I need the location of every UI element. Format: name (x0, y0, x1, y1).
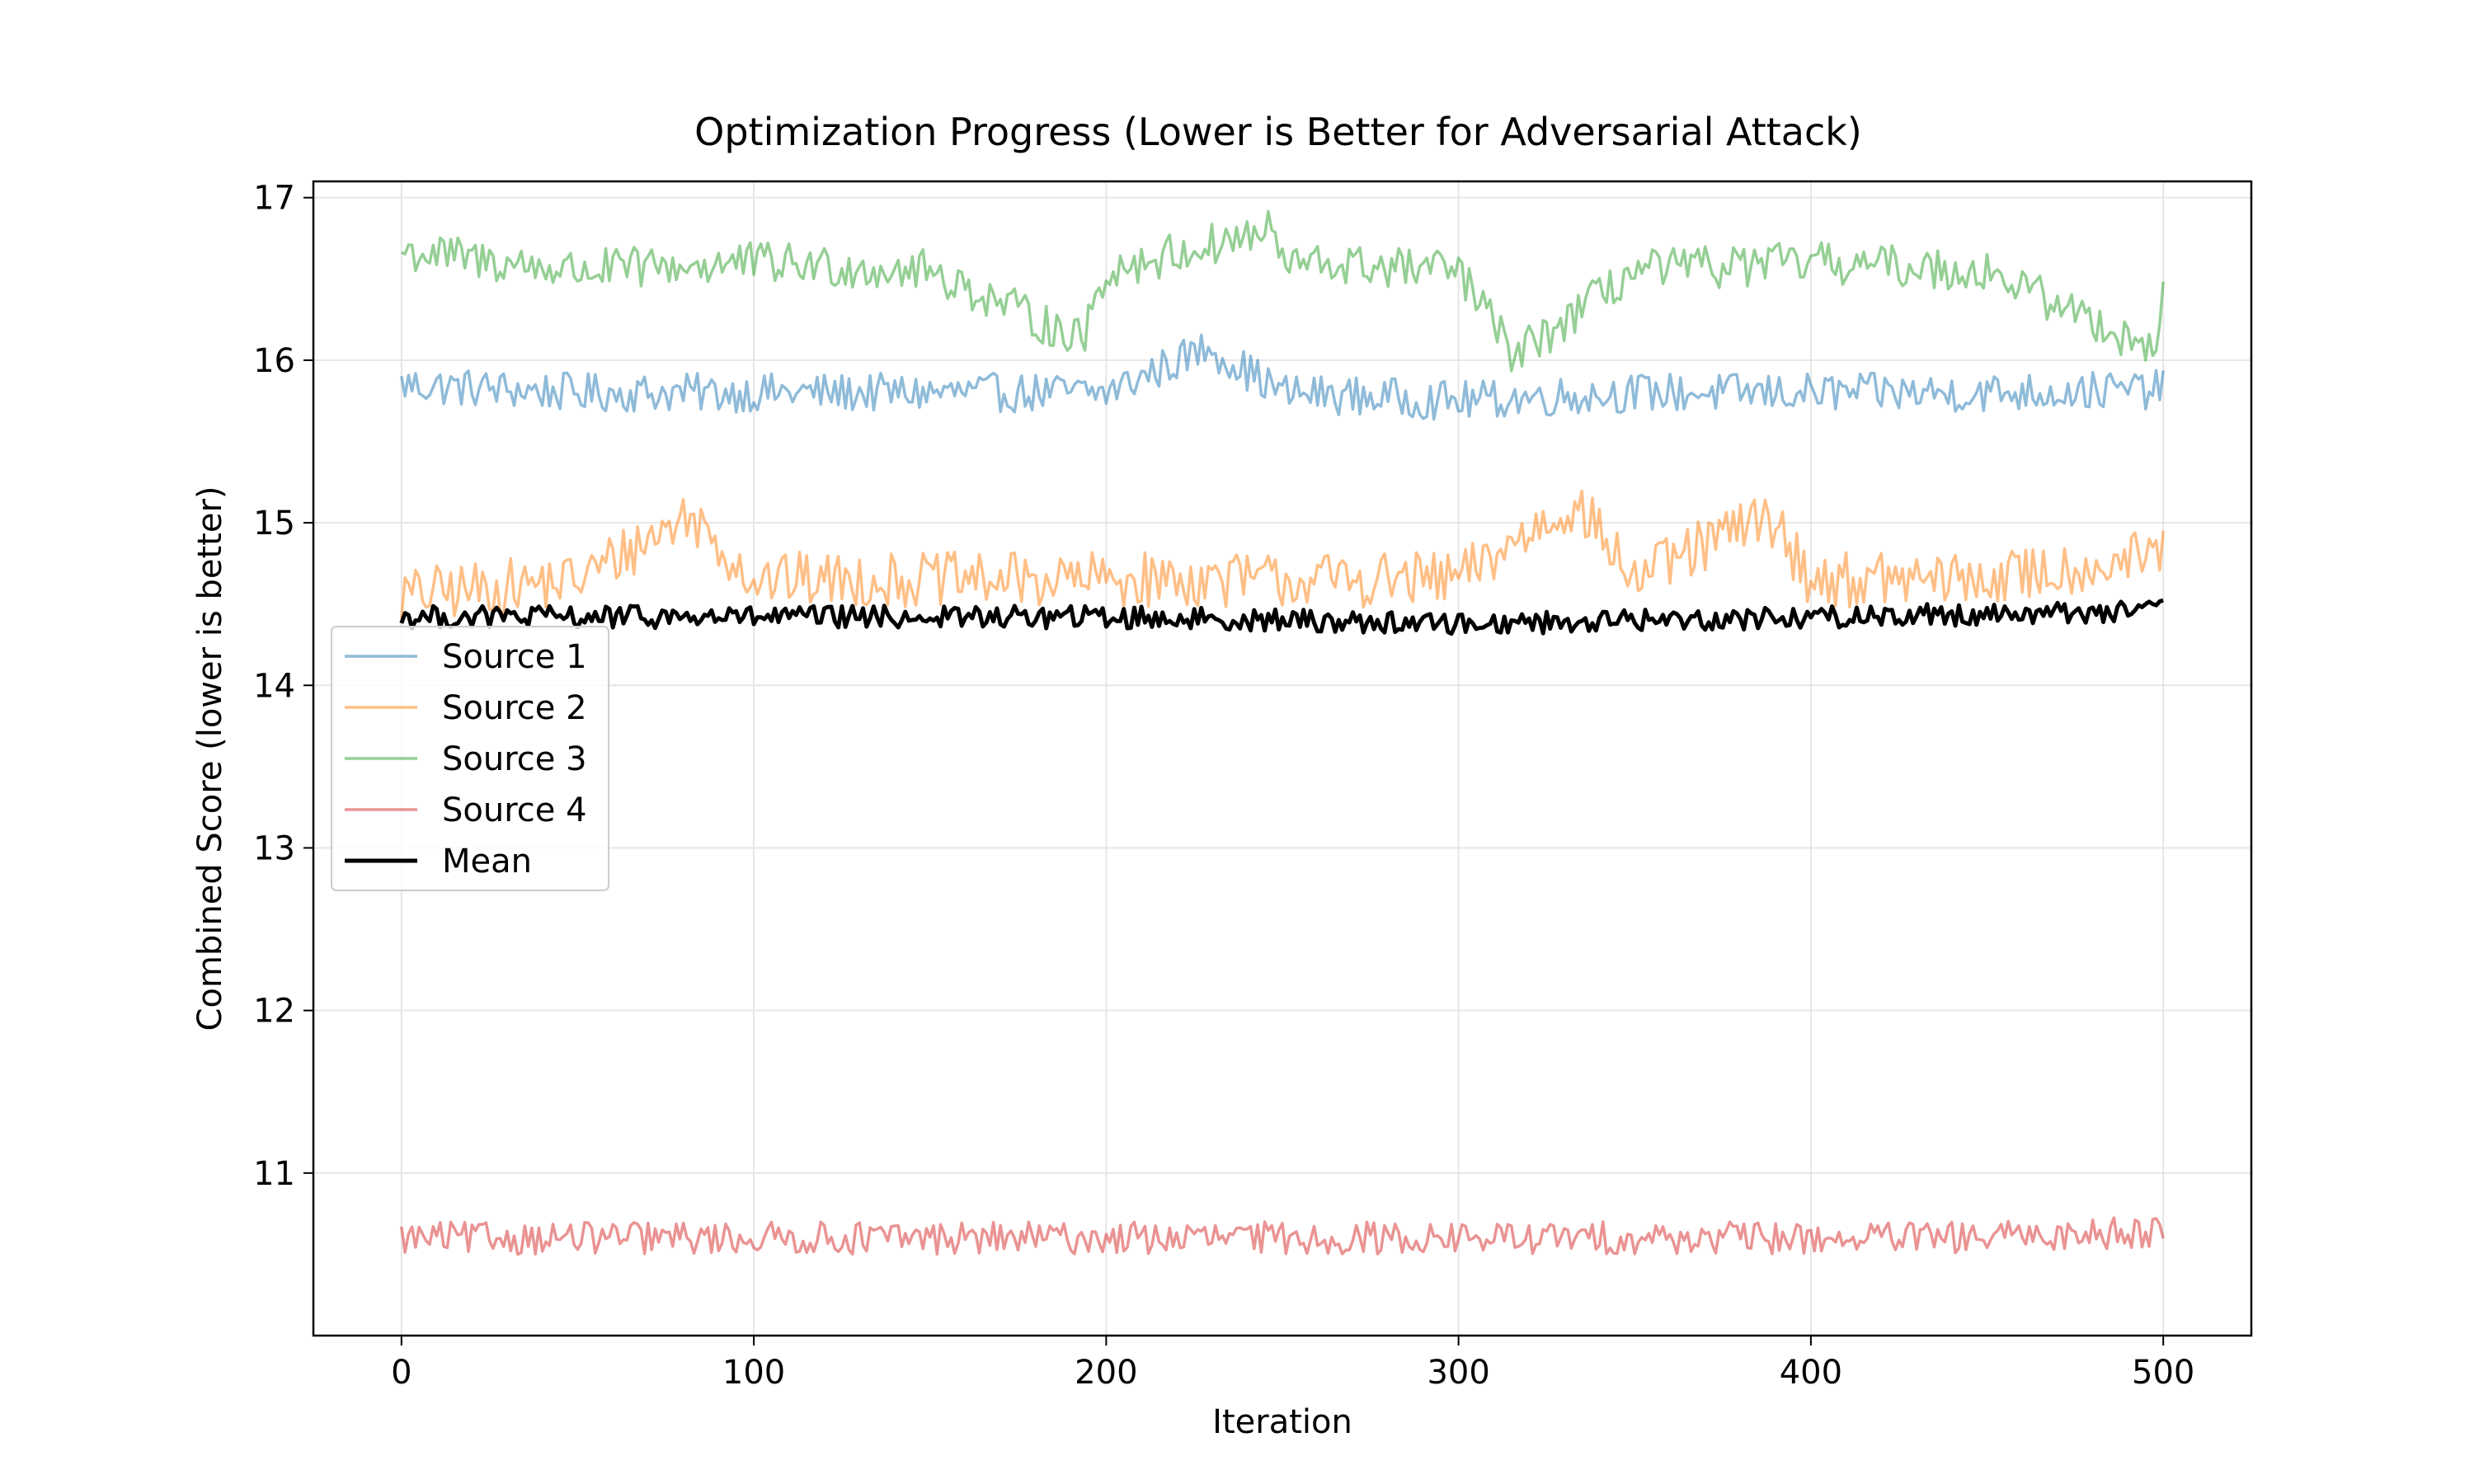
x-axis-ticks: 0 100 200 300 400 500 (391, 1336, 2194, 1392)
y-tick-label: 11 (253, 1155, 295, 1193)
x-tick-label: 0 (391, 1354, 412, 1392)
legend-label: Mean (442, 843, 532, 881)
y-tick-label: 14 (253, 667, 295, 705)
x-tick-label: 100 (722, 1354, 785, 1392)
series-lines (399, 209, 2165, 1256)
y-tick-label: 13 (253, 829, 295, 867)
legend-box (331, 626, 609, 891)
legend: Source 1 Source 2 Source 3 Source 4 Mean (331, 626, 609, 891)
y-tick-label: 12 (253, 993, 295, 1031)
y-tick-label: 15 (253, 505, 295, 542)
series-line (400, 1216, 2165, 1256)
legend-label: Source 4 (442, 791, 587, 829)
series-line (400, 489, 2165, 619)
plot-frame (312, 180, 2253, 1337)
x-axis-label: Iteration (1212, 1403, 1352, 1441)
series-line (401, 209, 2165, 373)
x-tick-label: 300 (1427, 1354, 1489, 1392)
legend-label: Source 1 (442, 638, 587, 676)
y-axis-label: Combined Score (lower is better) (191, 486, 229, 1031)
x-tick-label: 400 (1780, 1354, 1842, 1392)
chart-title: Optimization Progress (Lower is Better f… (694, 110, 1862, 154)
legend-label: Source 2 (442, 689, 587, 727)
y-tick-label: 16 (253, 342, 295, 380)
series-line (400, 333, 2165, 421)
legend-label: Source 3 (442, 740, 587, 778)
y-axis-ticks: 11 12 13 14 15 16 17 (253, 180, 313, 1193)
series-line (399, 598, 2164, 636)
y-tick-label: 17 (253, 180, 295, 218)
x-tick-label: 200 (1075, 1354, 1137, 1392)
x-tick-label: 500 (2132, 1354, 2194, 1392)
